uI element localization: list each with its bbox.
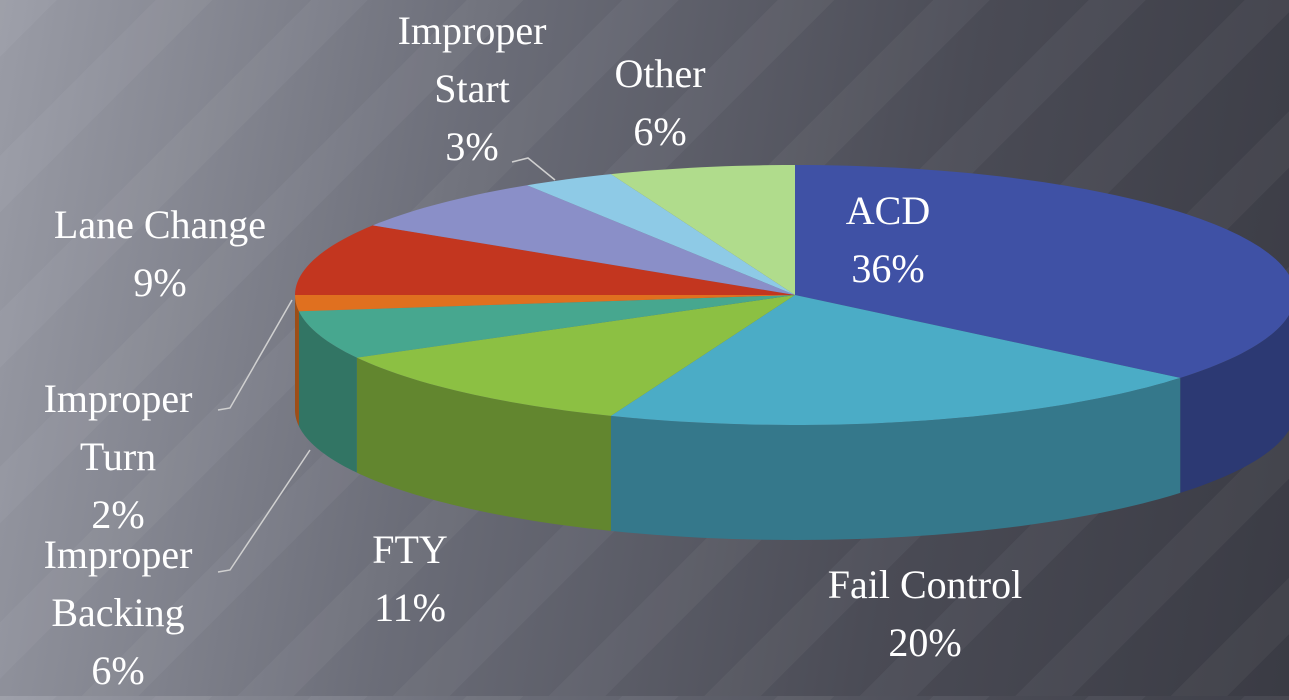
value-label: 2% — [91, 492, 145, 537]
value-label: 11% — [374, 585, 446, 630]
value-label: 9% — [133, 260, 187, 305]
category-label: Improper Start — [397, 8, 547, 111]
category-label: Lane Change — [53, 202, 267, 247]
slice — [527, 174, 795, 295]
value-label: 6% — [91, 648, 145, 693]
slice-side — [295, 295, 299, 427]
slice-label: Fail Control 20% — [765, 556, 1085, 672]
slice — [610, 295, 1181, 425]
slice-label: FTY 11% — [340, 521, 480, 637]
slice-label: Other 6% — [580, 45, 740, 161]
category-label: Improper Backing — [43, 532, 193, 635]
slice-label: ACD 36% — [788, 182, 988, 298]
value-label: 36% — [851, 246, 925, 291]
category-label: Improper Turn — [43, 376, 193, 479]
slice — [295, 295, 795, 312]
pie-tops — [295, 165, 1289, 425]
slice-label: Improper Backing 6% — [13, 526, 223, 700]
slice-label: Improper Start 3% — [367, 2, 577, 176]
slice-side — [298, 311, 357, 473]
slice — [795, 165, 1289, 378]
leader-line — [217, 299, 293, 411]
slice — [356, 295, 795, 416]
pie-sides — [295, 295, 1289, 540]
value-label: 3% — [445, 124, 499, 169]
slice-label: Improper Turn 2% — [13, 370, 223, 544]
slice-side — [610, 377, 1181, 540]
category-label: FTY — [372, 527, 448, 572]
slice-side — [1180, 315, 1289, 493]
category-label: ACD — [845, 188, 931, 233]
slice — [610, 165, 795, 295]
slice-label: Lane Change 9% — [10, 196, 310, 312]
category-label: Other — [614, 51, 706, 96]
slice — [372, 185, 795, 295]
slice — [295, 225, 795, 295]
value-label: 6% — [633, 109, 687, 154]
slice — [298, 295, 795, 358]
category-label: Fail Control — [827, 562, 1023, 607]
leader-line — [511, 157, 556, 181]
value-label: 20% — [888, 620, 962, 665]
slice-side — [356, 357, 611, 531]
leader-line — [217, 449, 311, 573]
